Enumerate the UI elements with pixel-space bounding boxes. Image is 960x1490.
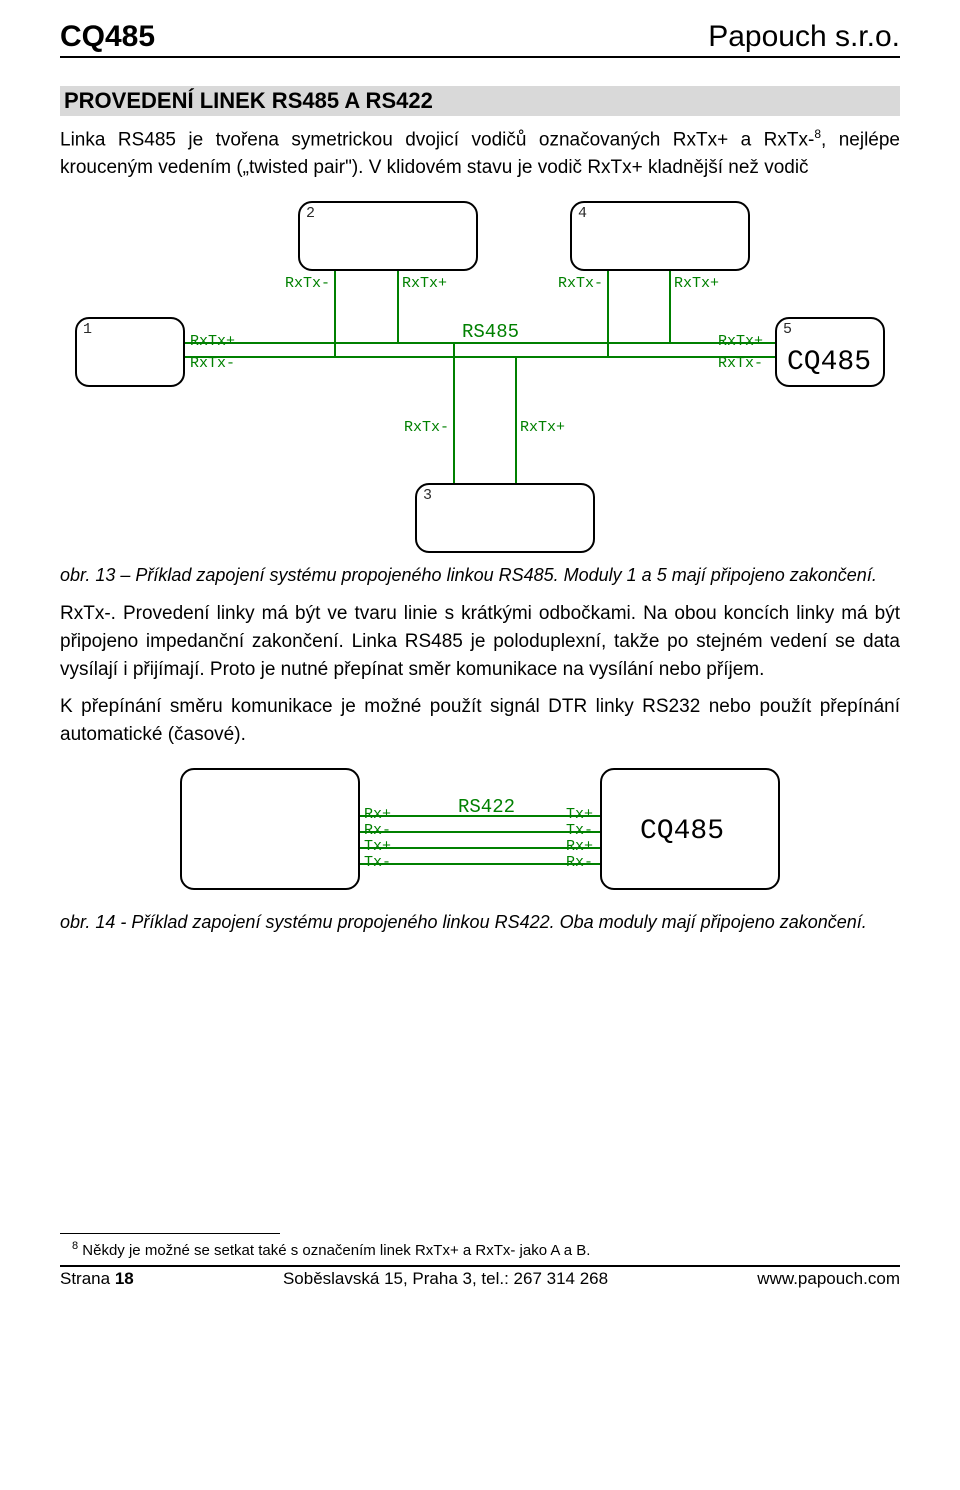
caption-2: obr. 14 - Příklad zapojení systému propo… [60, 912, 900, 933]
pin-label: RxTx+ [718, 333, 763, 350]
pin-label: RxTx- [190, 355, 235, 372]
footer-center: Soběslavská 15, Praha 3, tel.: 267 314 2… [283, 1269, 608, 1289]
node-number: 4 [578, 205, 587, 222]
footer-right: www.papouch.com [757, 1269, 900, 1289]
footnote-text: Někdy je možné se setkat také s označení… [78, 1242, 590, 1259]
node-number: 5 [783, 321, 792, 338]
para1-a: Linka RS485 je tvořena symetrickou dvoji… [60, 129, 814, 150]
bus-label: RS485 [462, 321, 519, 343]
paragraph-1: Linka RS485 je tvořena symetrickou dvoji… [60, 126, 900, 181]
footnote-rule [60, 1233, 280, 1234]
node-number: 3 [423, 487, 432, 504]
footer-left: Strana 18 [60, 1269, 134, 1289]
pin-label: RxTx+ [520, 419, 565, 436]
paragraph-3: K přepínání směru komunikace je možné po… [60, 693, 900, 748]
header-left: CQ485 [60, 20, 155, 54]
node-box [298, 201, 478, 271]
diagram-rs422: CQ485Rx+Tx+Rx-Tx-Tx+Rx+Tx-Rx-RS422 [60, 762, 900, 902]
footnote: 8 Někdy je možné se setkat také s označe… [84, 1240, 900, 1259]
section-title: PROVEDENÍ LINEK RS485 A RS422 [60, 86, 900, 116]
bus-label: RS422 [458, 796, 515, 818]
node-box [180, 768, 360, 890]
diagram-rs485: 2 4 1 5 CQ485 3 RxTx- RxTx+ RxTx- RxTx+ RxTx- RxTx+… [60, 195, 900, 555]
pin-label: RxTx- [558, 275, 603, 292]
pin-label: RxTx- [404, 419, 449, 436]
page-footer: Strana 18 Soběslavská 15, Praha 3, tel.:… [60, 1265, 900, 1289]
pin-label: Rx+ [364, 806, 391, 823]
pin-label: RxTx- [718, 355, 763, 372]
caption-1: obr. 13 – Příklad zapojení systému propo… [60, 565, 900, 586]
node-number: 1 [83, 321, 92, 338]
pin-label: Rx+ [566, 838, 593, 855]
pin-label: RxTx+ [190, 333, 235, 350]
header-right: Papouch s.r.o. [708, 20, 900, 54]
page-header: CQ485 Papouch s.r.o. [60, 20, 900, 58]
paragraph-2: RxTx-. Provedení linky má být ve tvaru l… [60, 600, 900, 683]
pin-label: Rx- [364, 822, 391, 839]
node-box [415, 483, 595, 553]
node-number: 2 [306, 205, 315, 222]
node-box [570, 201, 750, 271]
para1-sup: 8 [814, 127, 821, 141]
pin-label: Tx- [566, 822, 593, 839]
node-big-label: CQ485 [640, 816, 724, 847]
pin-label: RxTx+ [674, 275, 719, 292]
pin-label: RxTx- [285, 275, 330, 292]
pin-label: Rx- [566, 854, 593, 871]
pin-label: Tx- [364, 854, 391, 871]
node-big-label: CQ485 [787, 347, 871, 378]
pin-label: Tx+ [566, 806, 593, 823]
pin-label: RxTx+ [402, 275, 447, 292]
pin-label: Tx+ [364, 838, 391, 855]
